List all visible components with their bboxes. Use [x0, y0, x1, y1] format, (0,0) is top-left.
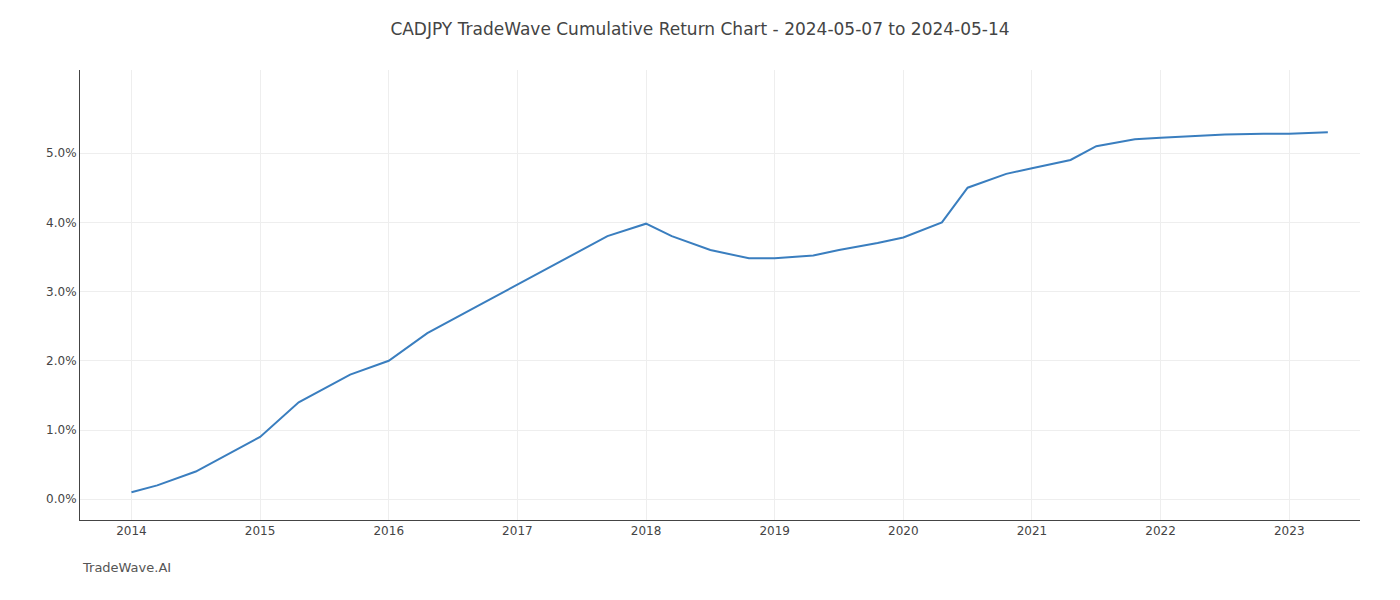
svg-text:2018: 2018 [631, 524, 662, 538]
svg-text:0.0%: 0.0% [46, 492, 77, 506]
svg-text:1.0%: 1.0% [46, 423, 77, 437]
svg-text:2020: 2020 [888, 524, 919, 538]
svg-text:2023: 2023 [1274, 524, 1305, 538]
svg-text:2016: 2016 [373, 524, 404, 538]
svg-text:5.0%: 5.0% [46, 146, 77, 160]
svg-text:2014: 2014 [116, 524, 147, 538]
svg-text:CADJPY TradeWave Cumulative Re: CADJPY TradeWave Cumulative Return Chart… [390, 19, 1009, 39]
svg-text:2019: 2019 [759, 524, 790, 538]
svg-text:2021: 2021 [1017, 524, 1048, 538]
svg-text:2.0%: 2.0% [46, 354, 77, 368]
svg-text:2017: 2017 [502, 524, 533, 538]
svg-text:2022: 2022 [1145, 524, 1176, 538]
svg-text:4.0%: 4.0% [46, 216, 77, 230]
svg-text:3.0%: 3.0% [46, 285, 77, 299]
svg-text:2015: 2015 [245, 524, 276, 538]
svg-text:TradeWave.AI: TradeWave.AI [82, 560, 171, 575]
